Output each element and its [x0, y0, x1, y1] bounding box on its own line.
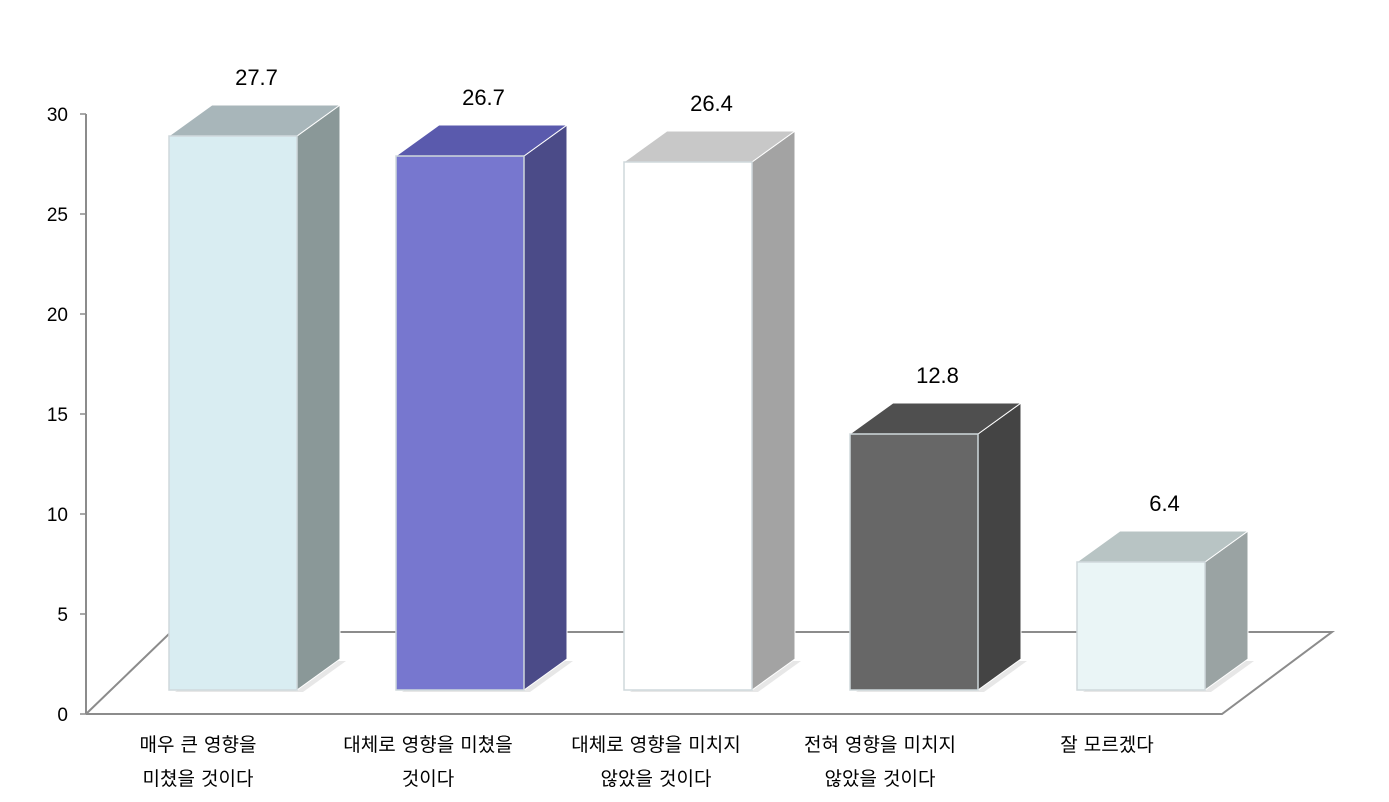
y-tick-label: 5 — [57, 605, 68, 626]
bar-value-label: 6.4 — [1149, 491, 1180, 516]
category-label-line: 대체로 영향을 미치지 — [571, 734, 741, 756]
bar-value-label: 27.7 — [235, 65, 278, 90]
bar — [623, 161, 753, 691]
y-tick-label: 30 — [47, 105, 68, 126]
y-tick-label: 25 — [47, 205, 68, 226]
category-label-line: 대체로 영향을 미쳤을 — [343, 734, 513, 756]
category-label-line: 않았을 것이다 — [600, 768, 712, 790]
y-tick-label: 20 — [47, 305, 68, 326]
label-layer: 27.7 26.7 26.4 12.8 6.4 — [235, 65, 1180, 516]
category-label-line: 것이다 — [401, 768, 455, 790]
bar-value-label: 26.7 — [462, 85, 505, 110]
bar — [849, 433, 979, 691]
bar — [395, 155, 525, 691]
bar — [168, 135, 298, 691]
bar-value-label: 12.8 — [916, 363, 959, 388]
floor-outline — [85, 631, 1336, 715]
category-label-line: 미쳤을 것이다 — [142, 768, 254, 790]
category-label-line: 잘 모르겠다 — [1060, 734, 1154, 756]
bar-side — [296, 104, 341, 691]
bar-side — [523, 124, 568, 691]
category-label-line: 전혀 영향을 미치지 — [804, 734, 956, 756]
y-tick-label: 0 — [57, 705, 68, 726]
bar-value-label: 26.4 — [690, 91, 733, 116]
y-tick-label: 15 — [47, 405, 68, 426]
bar — [1076, 561, 1206, 691]
bar-side — [977, 402, 1022, 691]
bar-side — [751, 130, 796, 691]
y-tick-label: 10 — [47, 505, 68, 526]
bar-layer — [167, 104, 1254, 692]
category-label-line: 매우 큰 영향을 — [139, 734, 257, 756]
category-label-line: 않았을 것이다 — [824, 768, 936, 790]
category-label: 잘 모르겠다 — [992, 728, 1222, 762]
